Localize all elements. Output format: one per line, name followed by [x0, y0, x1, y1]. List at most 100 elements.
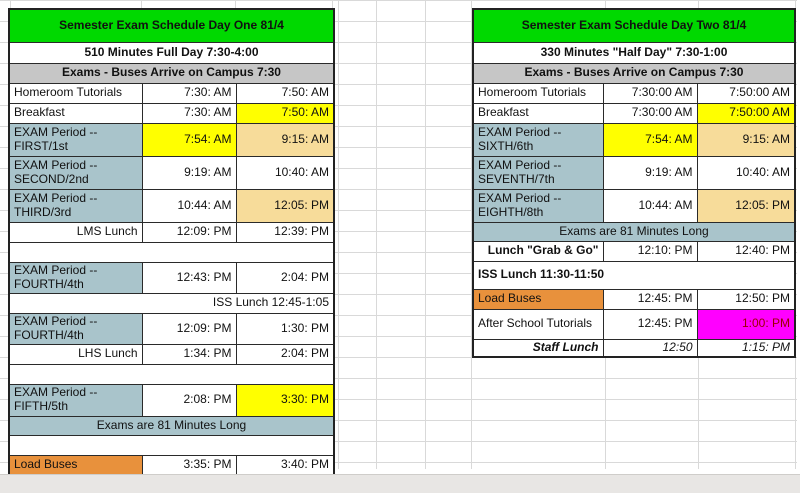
table-row: EXAM Period -- SECOND/2nd 9:19: AM 10:40…	[8, 155, 335, 190]
table-row: Load Buses 3:35: PM 3:40: PM	[8, 454, 335, 476]
table-row: Exams are 81 Minutes Long	[8, 415, 335, 436]
day2-breakfast-end[interactable]: 7:50:00 AM	[696, 102, 796, 124]
table-row: EXAM Period -- THIRD/3rd 10:44: AM 12:05…	[8, 188, 335, 223]
table-row	[8, 434, 335, 456]
day2-exam-sixth-end[interactable]: 9:15: AM	[696, 122, 796, 157]
day2-iss-lunch-note-cell[interactable]: ISS Lunch 11:30-11:50	[472, 260, 796, 290]
day1-exam-third-label[interactable]: EXAM Period -- THIRD/3rd	[8, 188, 143, 223]
day1-lhs-lunch-end[interactable]: 2:04: PM	[235, 343, 335, 365]
day-one-title-cell[interactable]: Semester Exam Schedule Day One 81/4	[8, 8, 335, 43]
day-one-schedule-table: Semester Exam Schedule Day One 81/4 510 …	[8, 8, 335, 476]
table-row: Exams are 81 Minutes Long	[472, 221, 796, 242]
day2-exam-eighth-end[interactable]: 12:05: PM	[696, 188, 796, 223]
table-row: EXAM Period -- FOURTH/4th 12:43: PM 2:04…	[8, 261, 335, 294]
table-row: Staff Lunch 12:50 1:15: PM	[472, 338, 796, 358]
table-row: Homeroom Tutorials 7:30:00 AM 7:50:00 AM	[472, 82, 796, 104]
day-two-banner-cell[interactable]: Exams - Buses Arrive on Campus 7:30	[472, 62, 796, 84]
table-row: EXAM Period -- SIXTH/6th 7:54: AM 9:15: …	[472, 122, 796, 157]
day1-empty-row-cell[interactable]	[8, 363, 335, 385]
day2-grab-go-lunch-start[interactable]: 12:10: PM	[602, 240, 698, 262]
day2-grab-go-lunch-label[interactable]: Lunch "Grab & Go"	[472, 240, 604, 262]
day1-exam-first-end[interactable]: 9:15: AM	[235, 122, 335, 157]
day2-exam-eighth-start[interactable]: 10:44: AM	[602, 188, 698, 223]
table-row: EXAM Period -- FIFTH/5th 2:08: PM 3:30: …	[8, 383, 335, 417]
day2-after-school-start[interactable]: 12:45: PM	[602, 308, 698, 340]
day1-exam-fourth-b-start[interactable]: 12:09: PM	[141, 312, 237, 345]
table-row: Lunch "Grab & Go" 12:10: PM 12:40: PM	[472, 240, 796, 262]
day-one-banner-cell[interactable]: Exams - Buses Arrive on Campus 7:30	[8, 62, 335, 84]
day-two-title-cell[interactable]: Semester Exam Schedule Day Two 81/4	[472, 8, 796, 43]
day2-exam-eighth-label[interactable]: EXAM Period -- EIGHTH/8th	[472, 188, 604, 223]
day2-after-school-end[interactable]: 1:00: PM	[696, 308, 796, 340]
day1-lhs-lunch-start[interactable]: 1:34: PM	[141, 343, 237, 365]
day1-lms-lunch-end[interactable]: 12:39: PM	[235, 221, 335, 243]
day1-lhs-lunch-label[interactable]: LHS Lunch	[8, 343, 143, 365]
day2-breakfast-label[interactable]: Breakfast	[472, 102, 604, 124]
day1-load-buses-start[interactable]: 3:35: PM	[141, 454, 237, 476]
table-row: ISS Lunch 12:45-1:05	[8, 292, 335, 314]
table-row: Load Buses 12:45: PM 12:50: PM	[472, 288, 796, 310]
day1-exam-first-start[interactable]: 7:54: AM	[141, 122, 237, 157]
day1-lms-lunch-label[interactable]: LMS Lunch	[8, 221, 143, 243]
day1-iss-lunch-note-cell[interactable]: ISS Lunch 12:45-1:05	[8, 292, 335, 314]
day1-homeroom-label[interactable]: Homeroom Tutorials	[8, 82, 143, 104]
day1-exam-third-start[interactable]: 10:44: AM	[141, 188, 237, 223]
table-row: ISS Lunch 11:30-11:50	[472, 260, 796, 290]
day2-exam-length-note-cell[interactable]: Exams are 81 Minutes Long	[472, 221, 796, 242]
day2-staff-lunch-label[interactable]: Staff Lunch	[472, 338, 604, 358]
table-row: Homeroom Tutorials 7:30: AM 7:50: AM	[8, 82, 335, 104]
day1-exam-second-end[interactable]: 10:40: AM	[235, 155, 335, 190]
day-one-subtitle-cell[interactable]: 510 Minutes Full Day 7:30-4:00	[8, 41, 335, 64]
day2-homeroom-start[interactable]: 7:30:00 AM	[602, 82, 698, 104]
day1-lms-lunch-start[interactable]: 12:09: PM	[141, 221, 237, 243]
day1-exam-fourth-a-label[interactable]: EXAM Period -- FOURTH/4th	[8, 261, 143, 294]
day1-breakfast-end[interactable]: 7:50: AM	[235, 102, 335, 124]
day1-empty-row-cell[interactable]	[8, 241, 335, 263]
table-row: EXAM Period -- FOURTH/4th 12:09: PM 1:30…	[8, 312, 335, 345]
day2-exam-seventh-label[interactable]: EXAM Period -- SEVENTH/7th	[472, 155, 604, 190]
day2-homeroom-label[interactable]: Homeroom Tutorials	[472, 82, 604, 104]
day2-breakfast-start[interactable]: 7:30:00 AM	[602, 102, 698, 124]
bottom-margin-strip	[0, 474, 800, 493]
table-row	[8, 241, 335, 263]
day1-load-buses-label[interactable]: Load Buses	[8, 454, 143, 476]
day1-breakfast-start[interactable]: 7:30: AM	[141, 102, 237, 124]
day1-load-buses-end[interactable]: 3:40: PM	[235, 454, 335, 476]
day1-homeroom-end[interactable]: 7:50: AM	[235, 82, 335, 104]
day2-exam-seventh-start[interactable]: 9:19: AM	[602, 155, 698, 190]
day2-exam-sixth-label[interactable]: EXAM Period -- SIXTH/6th	[472, 122, 604, 157]
day1-exam-fifth-start[interactable]: 2:08: PM	[141, 383, 237, 417]
day2-staff-lunch-end[interactable]: 1:15: PM	[696, 338, 796, 358]
day1-exam-second-label[interactable]: EXAM Period -- SECOND/2nd	[8, 155, 143, 190]
day2-exam-sixth-start[interactable]: 7:54: AM	[602, 122, 698, 157]
day1-exam-first-label[interactable]: EXAM Period -- FIRST/1st	[8, 122, 143, 157]
table-row: LMS Lunch 12:09: PM 12:39: PM	[8, 221, 335, 243]
day2-load-buses-end[interactable]: 12:50: PM	[696, 288, 796, 310]
day1-homeroom-start[interactable]: 7:30: AM	[141, 82, 237, 104]
day1-exam-third-end[interactable]: 12:05: PM	[235, 188, 335, 223]
day1-exam-fourth-a-end[interactable]: 2:04: PM	[235, 261, 335, 294]
day2-staff-lunch-start[interactable]: 12:50	[602, 338, 698, 358]
day1-exam-fourth-a-start[interactable]: 12:43: PM	[141, 261, 237, 294]
day-two-subtitle-cell[interactable]: 330 Minutes "Half Day" 7:30-1:00	[472, 41, 796, 64]
day1-exam-length-note-cell[interactable]: Exams are 81 Minutes Long	[8, 415, 335, 436]
day2-exam-seventh-end[interactable]: 10:40: AM	[696, 155, 796, 190]
day1-exam-fifth-label[interactable]: EXAM Period -- FIFTH/5th	[8, 383, 143, 417]
day1-exam-second-start[interactable]: 9:19: AM	[141, 155, 237, 190]
day1-empty-row-cell[interactable]	[8, 434, 335, 456]
day2-homeroom-end[interactable]: 7:50:00 AM	[696, 82, 796, 104]
day-two-schedule-table: Semester Exam Schedule Day Two 81/4 330 …	[472, 8, 796, 358]
day1-exam-fifth-end[interactable]: 3:30: PM	[235, 383, 335, 417]
day1-exam-fourth-b-end[interactable]: 1:30: PM	[235, 312, 335, 345]
table-row	[8, 363, 335, 385]
day2-load-buses-start[interactable]: 12:45: PM	[602, 288, 698, 310]
table-row: LHS Lunch 1:34: PM 2:04: PM	[8, 343, 335, 365]
day2-grab-go-lunch-end[interactable]: 12:40: PM	[696, 240, 796, 262]
table-row: EXAM Period -- EIGHTH/8th 10:44: AM 12:0…	[472, 188, 796, 223]
day2-load-buses-label[interactable]: Load Buses	[472, 288, 604, 310]
table-row: EXAM Period -- SEVENTH/7th 9:19: AM 10:4…	[472, 155, 796, 190]
day1-breakfast-label[interactable]: Breakfast	[8, 102, 143, 124]
day2-after-school-label[interactable]: After School Tutorials	[472, 308, 604, 340]
day1-exam-fourth-b-label[interactable]: EXAM Period -- FOURTH/4th	[8, 312, 143, 345]
table-row: Breakfast 7:30:00 AM 7:50:00 AM	[472, 102, 796, 124]
